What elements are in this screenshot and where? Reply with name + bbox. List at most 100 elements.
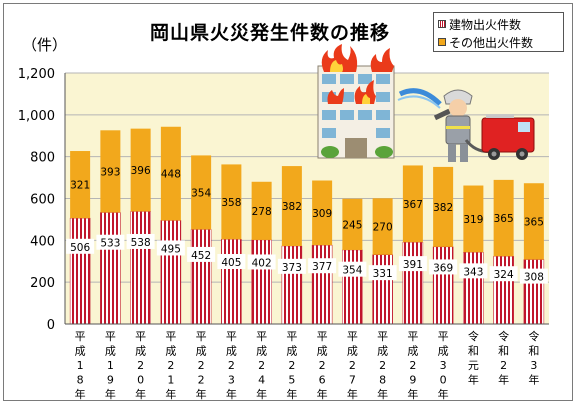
x-tick-label-char: 8 [379, 374, 386, 387]
y-tick-label: 1,200 [18, 67, 55, 82]
y-tick-label: 600 [30, 193, 55, 208]
bar-other [463, 185, 484, 253]
x-tick-label-char: 2 [379, 359, 386, 372]
x-tick-label-char: 2 [349, 359, 356, 372]
bar-other [402, 165, 423, 243]
data-label-building: 495 [161, 243, 181, 255]
x-tick-label-char: 平 [196, 330, 207, 343]
bar-other [221, 164, 242, 240]
x-tick-label-char: 2 [198, 374, 205, 387]
data-label-other: 382 [433, 202, 453, 214]
y-tick-label: 800 [30, 151, 55, 166]
data-label-building: 377 [312, 261, 332, 273]
bar-building [463, 252, 484, 325]
data-label-box [429, 259, 458, 275]
x-tick-label-char: 平 [438, 330, 449, 343]
x-tick-label-char: 2 [198, 359, 205, 372]
bar-other [312, 180, 333, 246]
x-tick-label-char: 2 [288, 359, 295, 372]
x-tick-label-char: 成 [286, 345, 297, 358]
firefighter-icon [433, 89, 501, 162]
x-tick-label-char: 成 [105, 345, 116, 358]
x-tick-label-char: 9 [409, 374, 416, 387]
x-tick-label-char: 成 [135, 345, 146, 358]
bar-building [281, 245, 303, 325]
x-tick-label-char: 8 [77, 374, 84, 387]
data-label-other: 365 [524, 216, 544, 228]
x-tick-label-char: 年 [105, 387, 116, 401]
data-label-building: 533 [100, 238, 120, 250]
x-tick-label-char: 平 [226, 330, 237, 343]
data-label-building: 538 [131, 237, 151, 249]
x-tick-label-char: 年 [347, 387, 358, 401]
x-tick-label-char: 年 [468, 373, 479, 387]
bar-other [372, 198, 393, 255]
data-label-box [489, 266, 518, 282]
x-tick-label-char: 年 [528, 373, 539, 387]
y-tick-label: 1,000 [18, 109, 55, 124]
x-tick-label-char: 2 [409, 359, 416, 372]
bar-building [251, 239, 272, 325]
data-label-box [368, 265, 397, 281]
bar-building [402, 241, 424, 325]
x-tick-label-char: 1 [107, 359, 114, 372]
x-tick-label-char: 年 [75, 387, 86, 401]
x-tick-label-char: 平 [317, 330, 328, 343]
data-label-box [66, 238, 95, 254]
bar-other [342, 198, 363, 250]
data-label-box [398, 256, 427, 272]
x-tick-label-char: 年 [165, 387, 176, 401]
data-label-other: 321 [70, 180, 90, 192]
fire-truck-icon [481, 114, 535, 160]
bar-other [523, 183, 544, 260]
x-tick-label-char: 成 [226, 345, 237, 358]
bar-building [432, 246, 454, 325]
x-tick-label-char: 平 [135, 330, 146, 343]
legend-label-building: 建物出火件数 [449, 17, 522, 32]
x-tick-label-char: 年 [407, 387, 418, 401]
data-label-other: 358 [221, 197, 241, 209]
data-label-building: 452 [191, 250, 211, 262]
data-label-box [156, 240, 185, 256]
data-label-other: 319 [463, 214, 483, 226]
y-tick-label: 200 [30, 276, 55, 291]
firefighter-illustration [317, 44, 535, 162]
data-label-building: 369 [433, 262, 453, 274]
bar-building [69, 217, 91, 325]
x-tick-label-char: 元 [468, 359, 479, 372]
data-label-building: 373 [282, 262, 302, 274]
data-label-box [187, 246, 216, 262]
burning-building-icon [317, 44, 395, 159]
data-label-building: 354 [342, 265, 362, 277]
data-label-box [217, 254, 246, 270]
x-tick-label-char: 平 [75, 330, 86, 343]
data-label-building: 402 [252, 257, 272, 269]
x-tick-label-char: 成 [377, 345, 388, 358]
x-tick-label-char: 2 [167, 359, 174, 372]
chart-title: 岡山県火災発生件数の推移 [150, 22, 391, 44]
data-label-other: 270 [373, 222, 393, 234]
x-tick-label-char: 成 [317, 345, 328, 358]
x-tick-label-char: 6 [319, 374, 326, 387]
x-tick-label-char: 2 [500, 359, 507, 372]
x-tick-label-char: 1 [167, 374, 174, 387]
legend-label-other: その他出火件数 [449, 35, 534, 50]
data-label-building: 506 [70, 242, 90, 254]
data-label-other: 354 [191, 187, 211, 199]
x-tick-label-char: 平 [165, 330, 176, 343]
x-tick-label-char: 令 [498, 329, 509, 343]
bar-other [70, 151, 91, 219]
data-label-box [338, 261, 367, 277]
data-label-box [308, 258, 337, 274]
data-label-other: 365 [494, 213, 514, 225]
x-tick-label-char: 令 [528, 329, 539, 343]
x-tick-label-char: 平 [256, 330, 267, 343]
x-tick-label-char: 2 [258, 359, 265, 372]
legend-item-other: その他出火件数 [438, 34, 533, 50]
bar-other [281, 166, 302, 246]
x-tick-label-char: 1 [77, 359, 84, 372]
data-label-other: 448 [161, 169, 181, 181]
x-tick-label-char: 年 [286, 387, 297, 401]
x-tick-label-char: 3 [530, 359, 537, 372]
x-tick-label-char: 成 [75, 345, 86, 358]
